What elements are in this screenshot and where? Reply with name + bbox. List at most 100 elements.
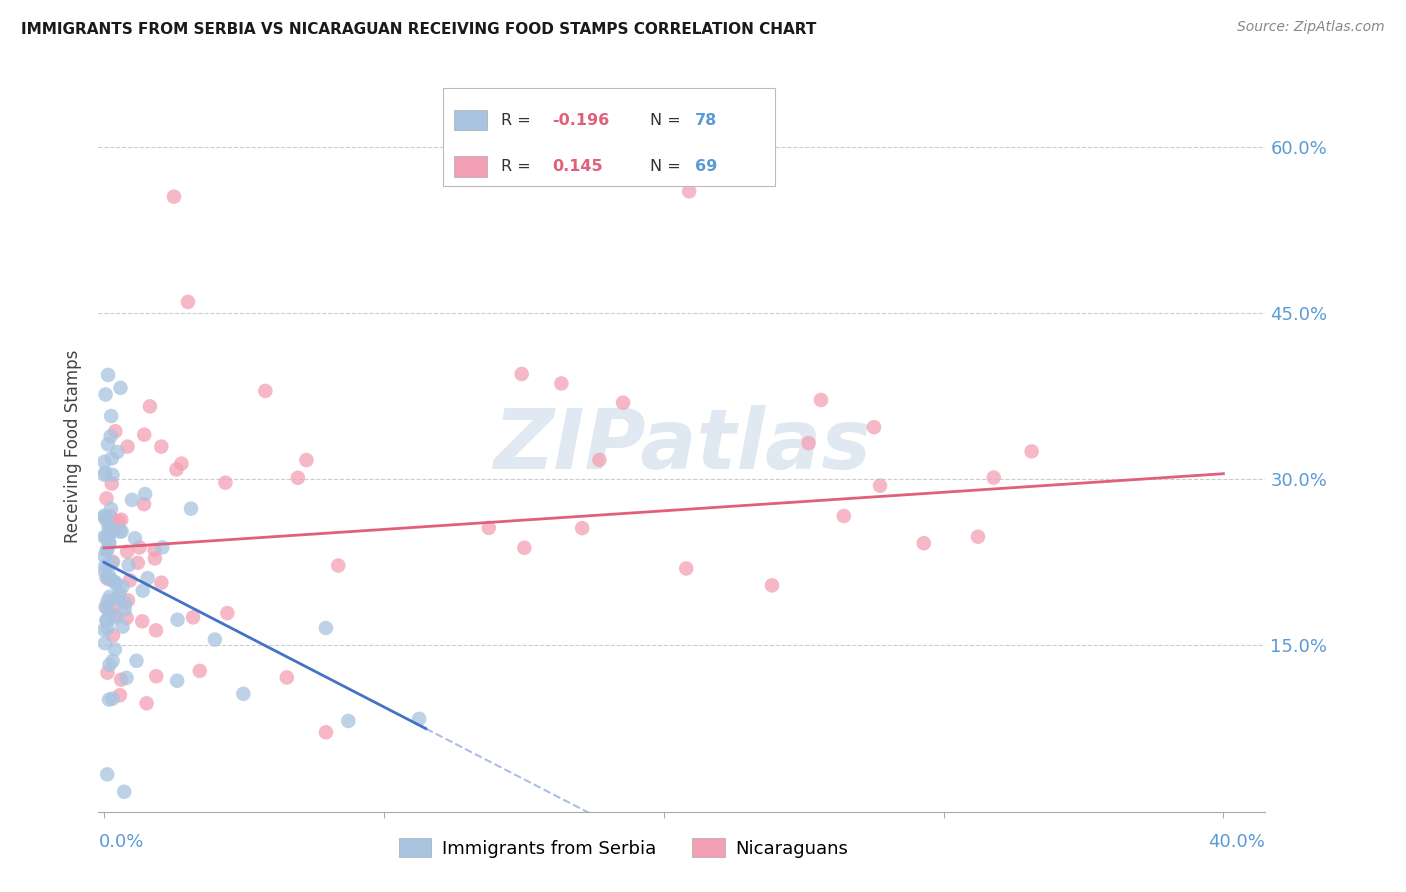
Point: [117, 440, 139, 454]
Point: [170, 457, 193, 471]
Point: [108, 688, 131, 702]
Point: [107, 514, 129, 528]
Point: [101, 628, 124, 642]
Point: [94, 599, 117, 614]
Point: [108, 524, 131, 539]
Point: [104, 424, 127, 438]
Point: [150, 541, 173, 555]
Point: [97, 520, 120, 534]
Point: [121, 492, 143, 507]
Point: [100, 524, 122, 539]
Point: [287, 471, 309, 485]
Point: [135, 696, 157, 710]
Point: [125, 654, 148, 668]
Bar: [454, 110, 486, 130]
Point: [104, 575, 127, 590]
Point: [94, 530, 117, 544]
Text: ZIPatlas: ZIPatlas: [494, 406, 870, 486]
Point: [108, 585, 131, 599]
Point: [98, 535, 121, 549]
Text: N =: N =: [651, 112, 686, 128]
Point: [96, 542, 118, 557]
Point: [139, 400, 162, 414]
Point: [100, 509, 122, 524]
Point: [97, 530, 120, 544]
Bar: [454, 156, 486, 177]
Point: [145, 669, 167, 683]
Point: [96, 600, 118, 615]
Point: [163, 189, 186, 203]
Point: [983, 470, 1005, 484]
Point: [165, 462, 187, 476]
Point: [128, 541, 150, 555]
Text: IMMIGRANTS FROM SERBIA VS NICARAGUAN RECEIVING FOOD STAMPS CORRELATION CHART: IMMIGRANTS FROM SERBIA VS NICARAGUAN REC…: [21, 22, 817, 37]
Point: [93, 467, 115, 482]
Point: [104, 642, 127, 657]
Point: [96, 767, 118, 781]
Point: [93, 530, 115, 544]
Point: [188, 664, 211, 678]
Point: [967, 530, 990, 544]
Point: [101, 574, 124, 588]
Point: [93, 623, 115, 637]
Point: [869, 478, 891, 492]
Point: [101, 691, 124, 706]
Point: [117, 593, 139, 607]
Point: [96, 614, 118, 628]
Point: [105, 592, 128, 607]
Point: [111, 580, 134, 594]
Point: [105, 445, 128, 459]
Point: [408, 712, 430, 726]
Point: [93, 510, 115, 524]
Point: [513, 541, 536, 555]
Point: [93, 549, 115, 564]
Point: [94, 564, 117, 578]
Point: [132, 583, 155, 598]
Point: [110, 524, 132, 539]
Point: [104, 608, 127, 623]
Point: [96, 613, 118, 627]
Point: [98, 692, 121, 706]
Point: [132, 497, 155, 511]
FancyBboxPatch shape: [443, 87, 775, 186]
Point: [204, 632, 226, 647]
Point: [478, 521, 501, 535]
Point: [254, 384, 277, 398]
Point: [180, 501, 202, 516]
Point: [96, 491, 118, 506]
Point: [101, 556, 124, 570]
Text: 0.0%: 0.0%: [98, 833, 143, 851]
Point: [166, 613, 188, 627]
Point: [110, 381, 132, 395]
Text: 0.145: 0.145: [553, 159, 603, 174]
Point: [797, 436, 820, 450]
Text: 78: 78: [695, 112, 717, 128]
Text: -0.196: -0.196: [553, 112, 610, 128]
Text: Source: ZipAtlas.com: Source: ZipAtlas.com: [1237, 20, 1385, 34]
Point: [550, 376, 572, 391]
Point: [105, 611, 128, 625]
Point: [96, 543, 118, 558]
Point: [912, 536, 935, 550]
Point: [114, 603, 136, 617]
Point: [97, 368, 120, 382]
Point: [96, 570, 118, 584]
Point: [181, 610, 204, 624]
Point: [97, 437, 120, 451]
Point: [94, 636, 117, 650]
Text: N =: N =: [651, 159, 686, 174]
Point: [96, 513, 118, 527]
Text: R =: R =: [501, 159, 536, 174]
Point: [110, 673, 132, 687]
Point: [863, 420, 886, 434]
Point: [810, 392, 832, 407]
Point: [93, 508, 115, 523]
Y-axis label: Receiving Food Stamps: Receiving Food Stamps: [65, 350, 83, 542]
Point: [114, 596, 136, 610]
Point: [315, 725, 337, 739]
Point: [101, 555, 124, 569]
Point: [177, 294, 200, 309]
Point: [115, 671, 138, 685]
Point: [295, 453, 318, 467]
Point: [232, 687, 254, 701]
